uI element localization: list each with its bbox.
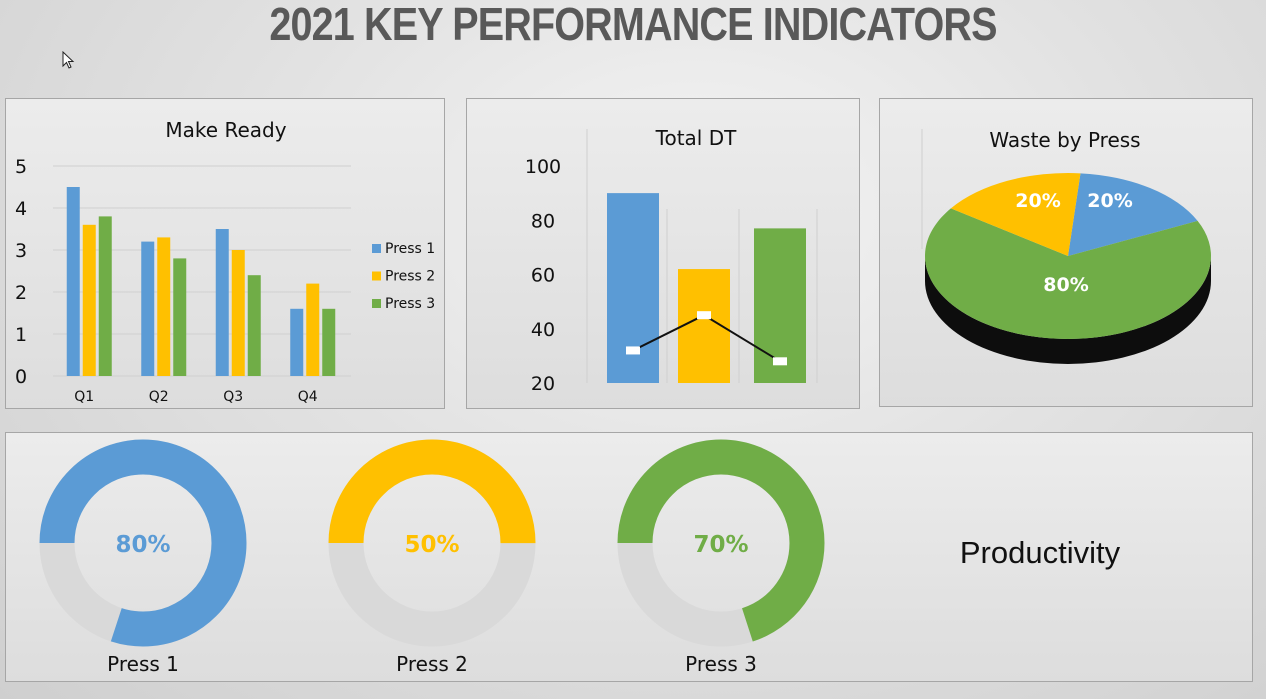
y-tick-label: 3 [15, 240, 27, 262]
page-title: 2021 KEY PERFORMANCE INDICATORS [269, 0, 997, 50]
x-tick-label: Q3 [223, 389, 243, 405]
bar [141, 241, 155, 376]
x-tick-label: Q4 [298, 389, 318, 405]
line-marker [773, 357, 787, 366]
donut-fill [328, 439, 536, 647]
chart-title: Total DT [655, 126, 737, 150]
bar [247, 275, 261, 376]
make-ready-chart: Make Ready 0 1 2 3 4 5 Q1 Q2 Q3 Q4 Press 1 Press 2 Pr… [15, 118, 435, 405]
donut-fill [617, 439, 825, 647]
mouse-cursor-icon [62, 51, 75, 69]
line-marker [697, 311, 711, 320]
x-tick-label: Q2 [149, 389, 169, 405]
donut-name-label: Press 3 [685, 652, 757, 676]
donut-value-label: 80% [115, 532, 170, 558]
line-marker [626, 346, 640, 355]
slice-label: 80% [1043, 274, 1088, 296]
productivity-title: Productivity [959, 535, 1121, 570]
productivity-donuts: 80% Press 1 50% Press 2 70% Press 3 [39, 439, 825, 676]
legend-label: Press 3 [385, 296, 435, 312]
legend-swatch [372, 244, 381, 253]
bar [173, 258, 187, 376]
bar [290, 308, 304, 376]
y-tick-label: 40 [531, 319, 555, 341]
pie-slice [925, 208, 1211, 339]
y-tick-label: 5 [15, 156, 27, 178]
bar [607, 193, 659, 383]
pie-slice [1068, 173, 1198, 256]
y-tick-label: 60 [531, 265, 555, 287]
waste-panel: Waste by Press 20% 80% 20% [879, 98, 1253, 407]
donut-fill [39, 439, 247, 647]
legend-label: Press 1 [385, 241, 435, 257]
slice-label: 20% [1015, 190, 1060, 212]
waste-by-press-chart: Waste by Press 20% 80% 20% [921, 128, 1211, 364]
donut-name-label: Press 1 [107, 652, 179, 676]
bar [66, 187, 80, 376]
donut-name-label: Press 2 [396, 652, 468, 676]
pie-slice [950, 173, 1081, 256]
bar [322, 308, 336, 376]
total-dt-chart: Total DT 20 40 60 80 100 [525, 126, 818, 395]
donut-value-label: 70% [693, 532, 748, 558]
legend-swatch [372, 271, 381, 281]
bar [306, 283, 320, 376]
y-tick-label: 80 [531, 210, 555, 232]
y-tick-label: 1 [15, 324, 27, 346]
y-tick-label: 0 [15, 366, 27, 388]
y-tick-label: 100 [525, 156, 561, 178]
bar [231, 250, 245, 376]
y-tick-label: 2 [15, 282, 27, 304]
bar [157, 237, 171, 376]
slice-label: 20% [1087, 190, 1132, 212]
x-tick-label: Q1 [74, 389, 94, 405]
productivity-panel: 80% Press 1 50% Press 2 70% Press 3 [5, 432, 1253, 682]
legend-label: Press 2 [385, 269, 435, 285]
chart-title: Waste by Press [989, 128, 1140, 152]
bar [754, 228, 806, 383]
donut-value-label: 50% [404, 532, 459, 558]
y-tick-label: 4 [15, 198, 27, 220]
y-tick-label: 20 [531, 373, 555, 395]
total-dt-panel: Total DT 20 40 60 80 100 [466, 98, 860, 409]
legend-swatch [372, 299, 381, 308]
bar [215, 229, 229, 376]
make-ready-panel: Make Ready 0 1 2 3 4 5 Q1 Q2 Q3 Q4 Press 1 Press 2 Pr… [5, 98, 445, 409]
bar [98, 216, 112, 376]
pie-side [925, 256, 1211, 364]
bar [82, 224, 96, 376]
chart-title: Make Ready [165, 118, 286, 142]
